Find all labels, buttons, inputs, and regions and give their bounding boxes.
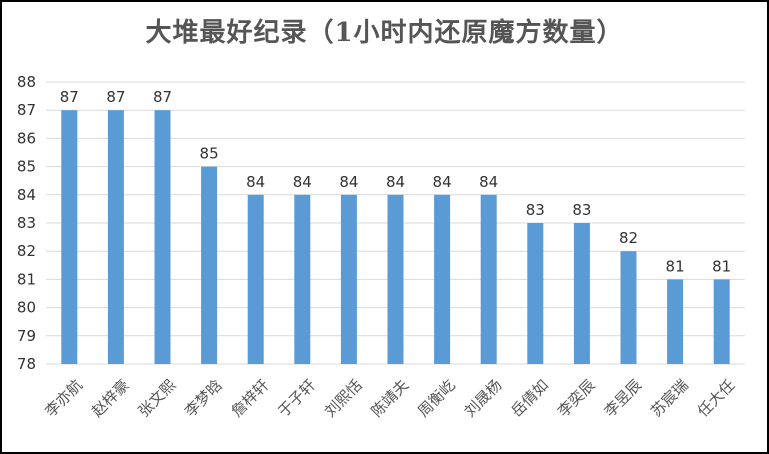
- data-label: 84: [386, 173, 405, 191]
- y-tick-label: 80: [17, 299, 36, 317]
- y-tick-label: 79: [17, 327, 36, 345]
- x-category-label: 李奕辰: [554, 376, 599, 421]
- bar: [667, 279, 684, 364]
- data-label: 81: [666, 257, 685, 275]
- data-labels: 87 87 87 85 84 84 84 84 84 84 83 83 82 81 81: [60, 88, 731, 275]
- data-label: 83: [572, 201, 591, 219]
- x-category-label: 陈靖夫: [368, 376, 413, 421]
- data-label: 85: [200, 145, 219, 163]
- x-category-label: 岳倩如: [507, 376, 552, 421]
- bar: [294, 194, 311, 364]
- x-category-label: 李昱辰: [601, 376, 646, 421]
- bar: [573, 223, 590, 364]
- data-label: 83: [526, 201, 545, 219]
- x-category-label: 于子轩: [274, 376, 319, 421]
- data-label: 84: [339, 173, 358, 191]
- data-label: 84: [293, 173, 312, 191]
- x-category-label: 任大任: [694, 376, 739, 421]
- bar: [387, 194, 404, 364]
- data-label: 84: [479, 173, 498, 191]
- y-tick-label: 88: [17, 73, 36, 91]
- chart-title: 大堆最好纪录（1小时内还原魔方数量）: [145, 18, 624, 48]
- x-category-label: 詹梓轩: [228, 376, 273, 421]
- y-tick-label: 83: [17, 214, 36, 232]
- bar: [434, 194, 451, 364]
- data-label: 87: [106, 88, 125, 106]
- x-category-label: 刘晟杨: [461, 376, 506, 421]
- bar: [154, 110, 171, 364]
- y-tick-label: 85: [17, 158, 36, 176]
- y-tick-label: 87: [17, 101, 36, 119]
- bar: [480, 194, 497, 364]
- x-category-label: 苏宸瑞: [647, 376, 692, 421]
- bar: [107, 110, 124, 364]
- y-tick-label: 78: [17, 355, 36, 373]
- data-label: 87: [60, 88, 79, 106]
- x-category-label: 李亦航: [41, 376, 86, 421]
- data-label: 81: [712, 257, 731, 275]
- y-axis-tick-labels: 78 79 80 81 82 83 84 85 86 87 88: [17, 73, 36, 373]
- data-label: 82: [619, 229, 638, 247]
- bar: [201, 166, 218, 364]
- y-tick-label: 84: [17, 186, 36, 204]
- y-tick-label: 86: [17, 129, 36, 147]
- x-axis-category-labels: 李亦航 赵梓豪 张文熙 李梦晗 詹梓轩 于子轩 刘熙恬 陈靖夫 周衡屹 刘晟杨 岳倩如 李奕辰 李昱辰苏…: [41, 376, 738, 421]
- bar: [340, 194, 357, 364]
- data-label: 87: [153, 88, 172, 106]
- x-category-label: 张文熙: [135, 376, 180, 421]
- bar: [620, 251, 637, 364]
- bar: [61, 110, 78, 364]
- x-category-label: 李梦晗: [181, 376, 226, 421]
- data-label: 84: [246, 173, 265, 191]
- y-tick-label: 81: [17, 270, 36, 288]
- x-category-label: 刘熙恬: [321, 376, 366, 421]
- x-category-label: 周衡屹: [414, 376, 459, 421]
- x-category-label: 赵梓豪: [88, 376, 133, 421]
- bars: [61, 110, 730, 364]
- bar: [247, 194, 264, 364]
- bar: [527, 223, 544, 364]
- bar: [713, 279, 730, 364]
- data-label: 84: [433, 173, 452, 191]
- y-tick-label: 82: [17, 242, 36, 260]
